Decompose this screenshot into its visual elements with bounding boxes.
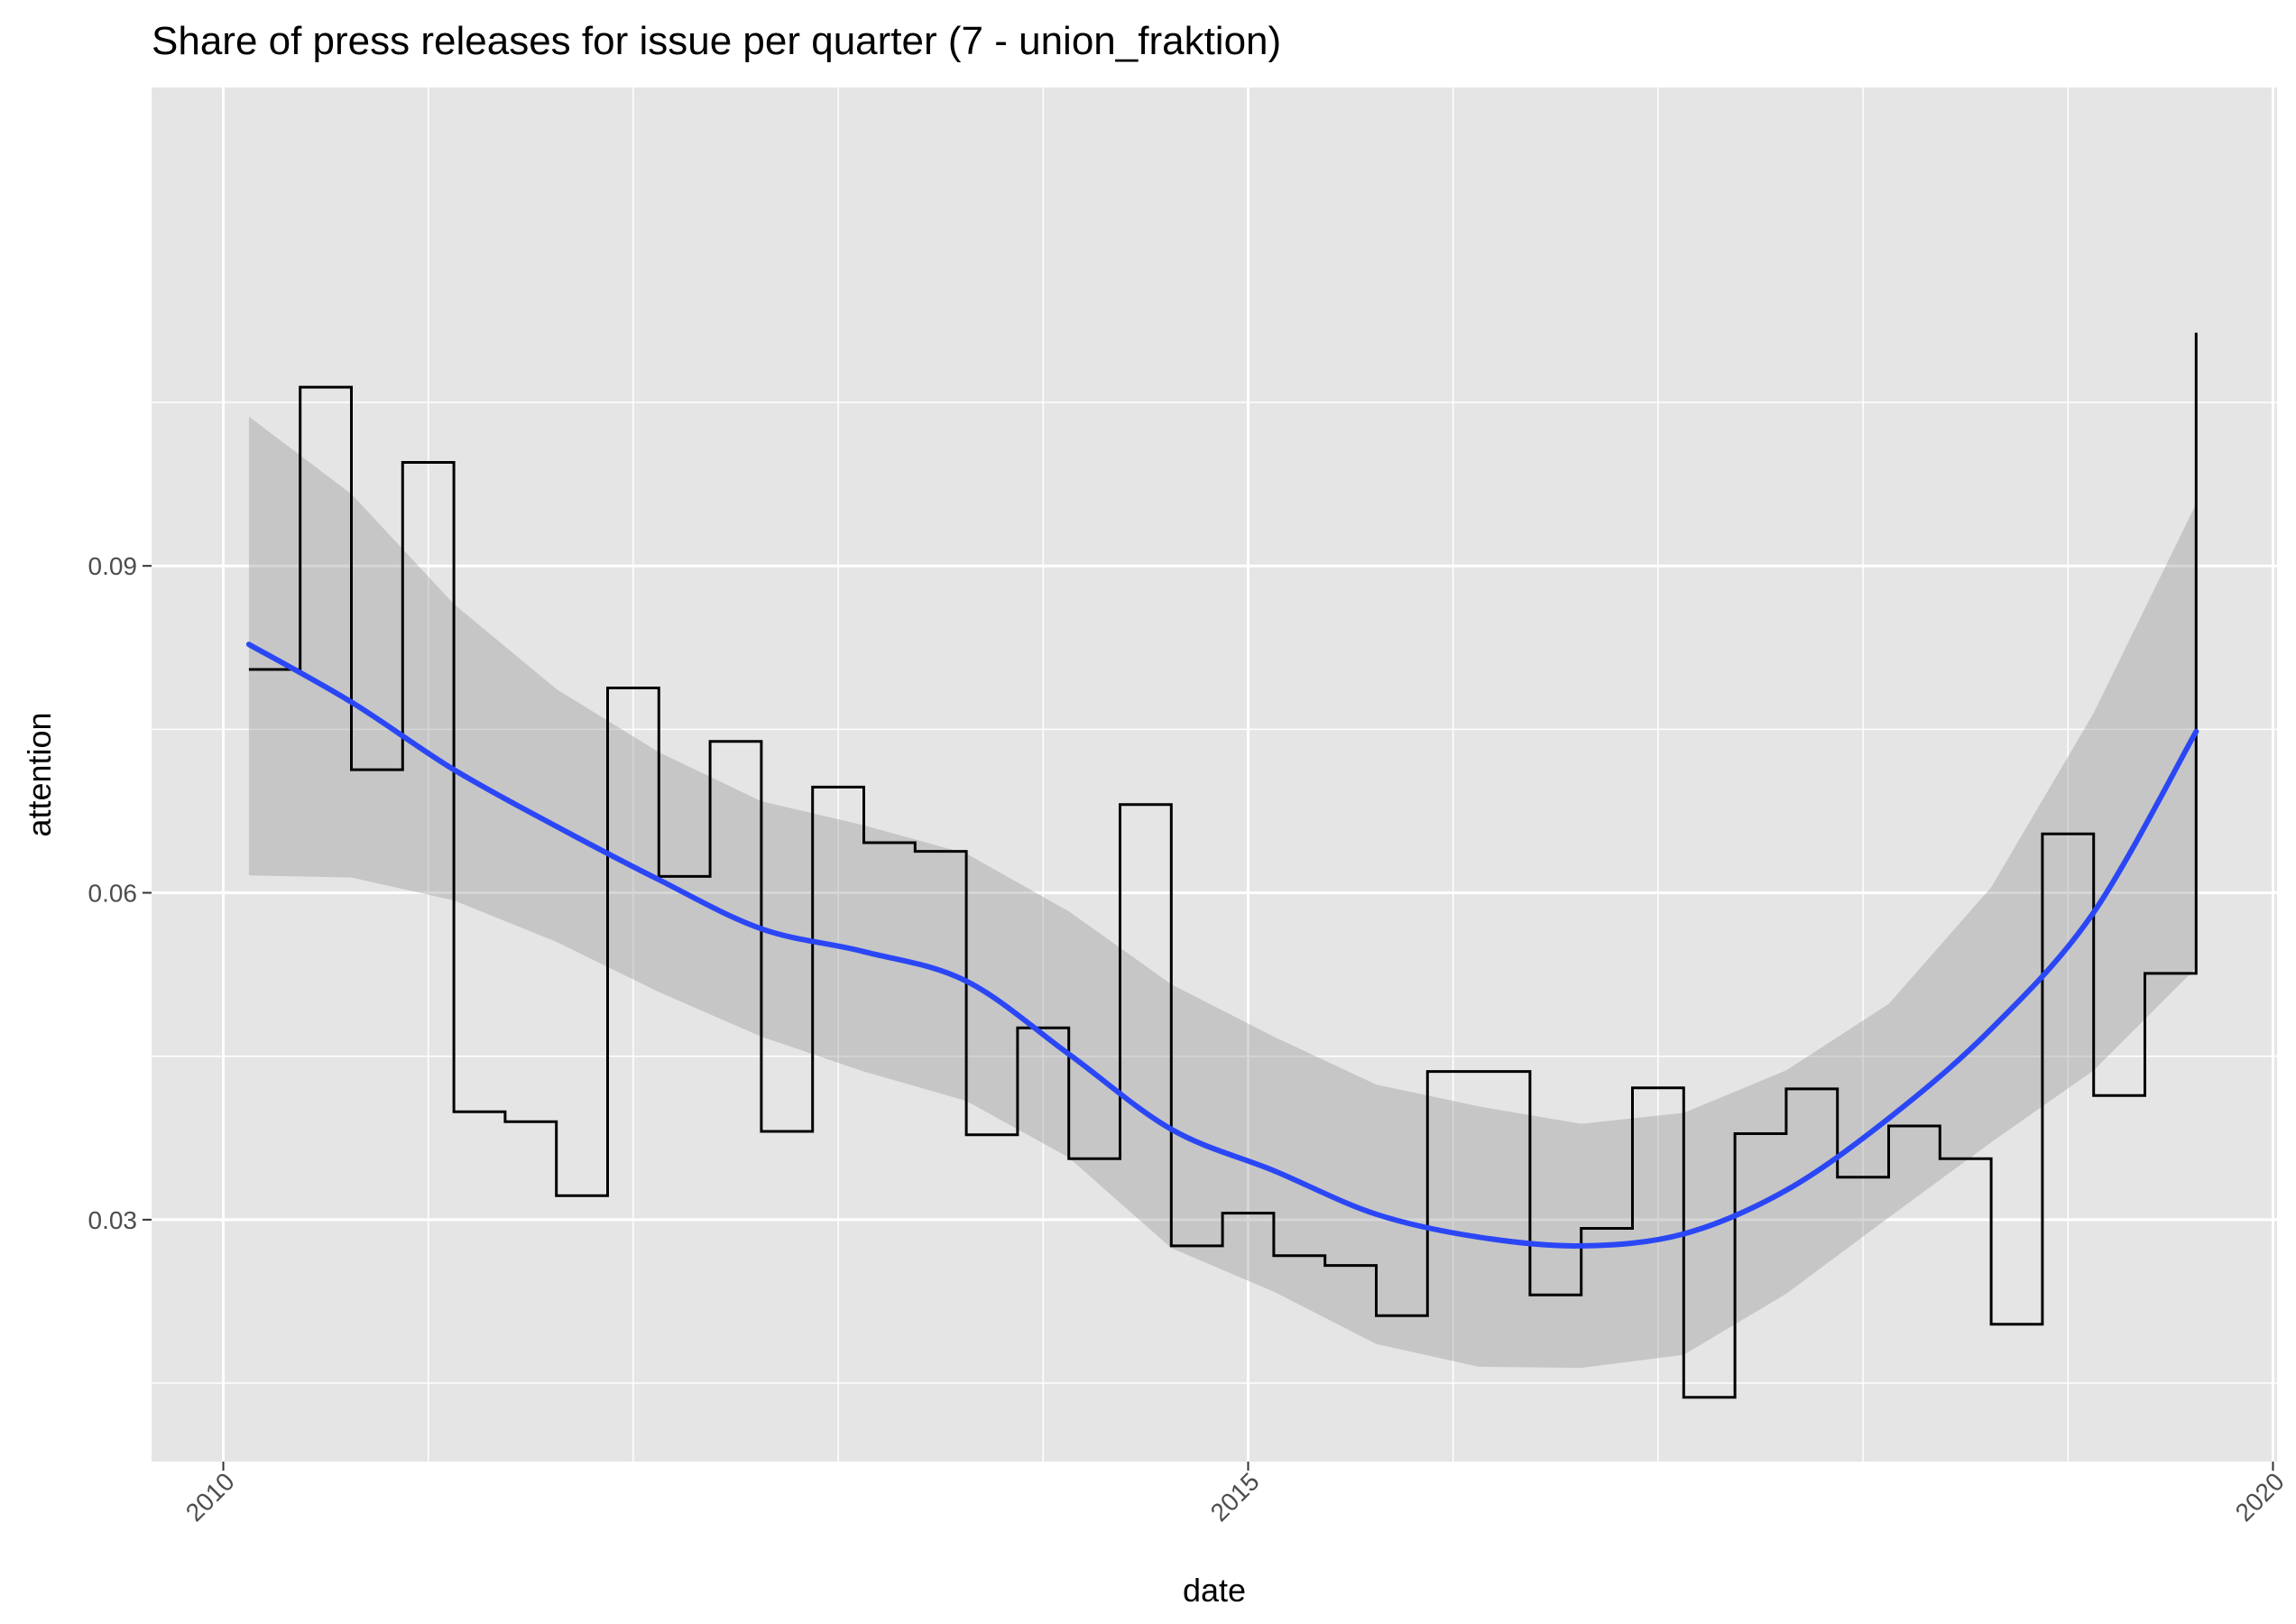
grid-lines	[152, 88, 2277, 1462]
quarterly-step-series	[248, 332, 2198, 1399]
x-axis-title: date	[1183, 1572, 1246, 1609]
confidence-ribbon	[248, 416, 2197, 1369]
smooth-line	[245, 641, 2199, 1249]
plot-panel	[152, 88, 2277, 1462]
y-tick-label: 0.09	[88, 552, 138, 580]
y-tick-label: 0.03	[88, 1206, 138, 1234]
x-tick-label: 2020	[2230, 1467, 2290, 1527]
chart-title: Share of press releases for issue per qu…	[152, 19, 1281, 63]
confidence-band	[248, 416, 2197, 1369]
x-tick-label: 2010	[180, 1467, 240, 1527]
y-tick-label: 0.06	[88, 880, 138, 908]
step-line	[248, 332, 2198, 1399]
y-axis-title: attention	[21, 712, 58, 836]
x-tick-label: 2015	[1205, 1467, 1265, 1527]
smoothed-trend	[245, 641, 2199, 1249]
